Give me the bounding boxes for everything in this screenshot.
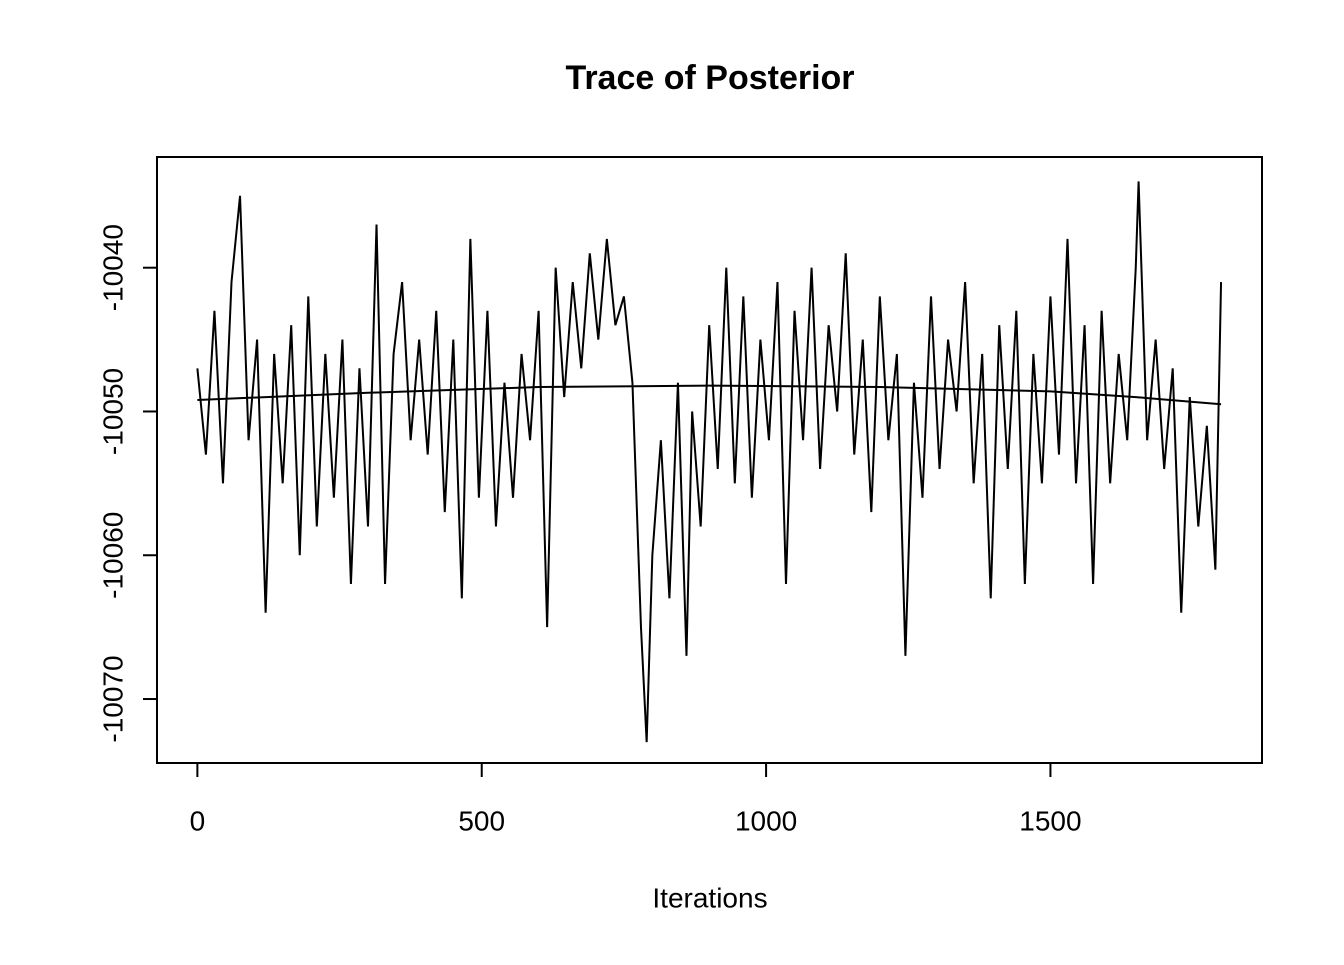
x-tick-label: 0 <box>190 805 206 836</box>
x-tick-label: 1500 <box>1019 805 1081 836</box>
x-tick-label: 1000 <box>735 805 797 836</box>
chart-title: Trace of Posterior <box>565 59 854 97</box>
x-axis-label: Iterations <box>652 882 767 913</box>
y-tick-label: -10070 <box>97 655 128 742</box>
trace-line <box>197 384 1222 406</box>
trace-line <box>196 181 1223 743</box>
y-tick-label: -10040 <box>97 224 128 311</box>
y-tick-label: -10060 <box>97 512 128 599</box>
x-tick-label: 500 <box>458 805 505 836</box>
y-tick-label: -10050 <box>97 368 128 455</box>
